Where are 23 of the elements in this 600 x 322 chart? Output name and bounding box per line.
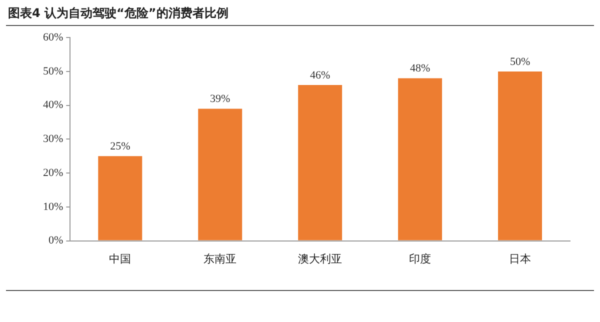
y-tick-label: 60% [42, 31, 64, 44]
x-tick-label: 日本 [509, 252, 532, 266]
y-tick-label: 10% [42, 200, 64, 213]
bar [98, 156, 142, 240]
y-tick-label: 50% [42, 65, 64, 78]
data-label: 39% [210, 93, 230, 106]
data-label: 50% [510, 56, 530, 68]
x-tick-label: 澳大利亚 [298, 252, 342, 266]
data-label: 46% [310, 69, 330, 82]
data-label: 48% [410, 62, 430, 75]
bar [198, 108, 242, 240]
y-tick-label: 40% [42, 99, 64, 112]
y-tick-label: 0% [48, 234, 64, 247]
bar [298, 85, 342, 240]
x-tick-label: 中国 [109, 252, 132, 266]
chart-title: 图表4 认为自动驾驶“危险”的消费者比例 [8, 5, 228, 22]
x-tick-label: 印度 [409, 252, 432, 266]
data-label: 25% [110, 140, 130, 153]
bar [398, 78, 442, 240]
y-tick-label: 20% [42, 166, 64, 179]
y-tick-label: 30% [42, 133, 64, 146]
x-tick-label: 东南亚 [204, 252, 237, 266]
bar [498, 71, 542, 240]
